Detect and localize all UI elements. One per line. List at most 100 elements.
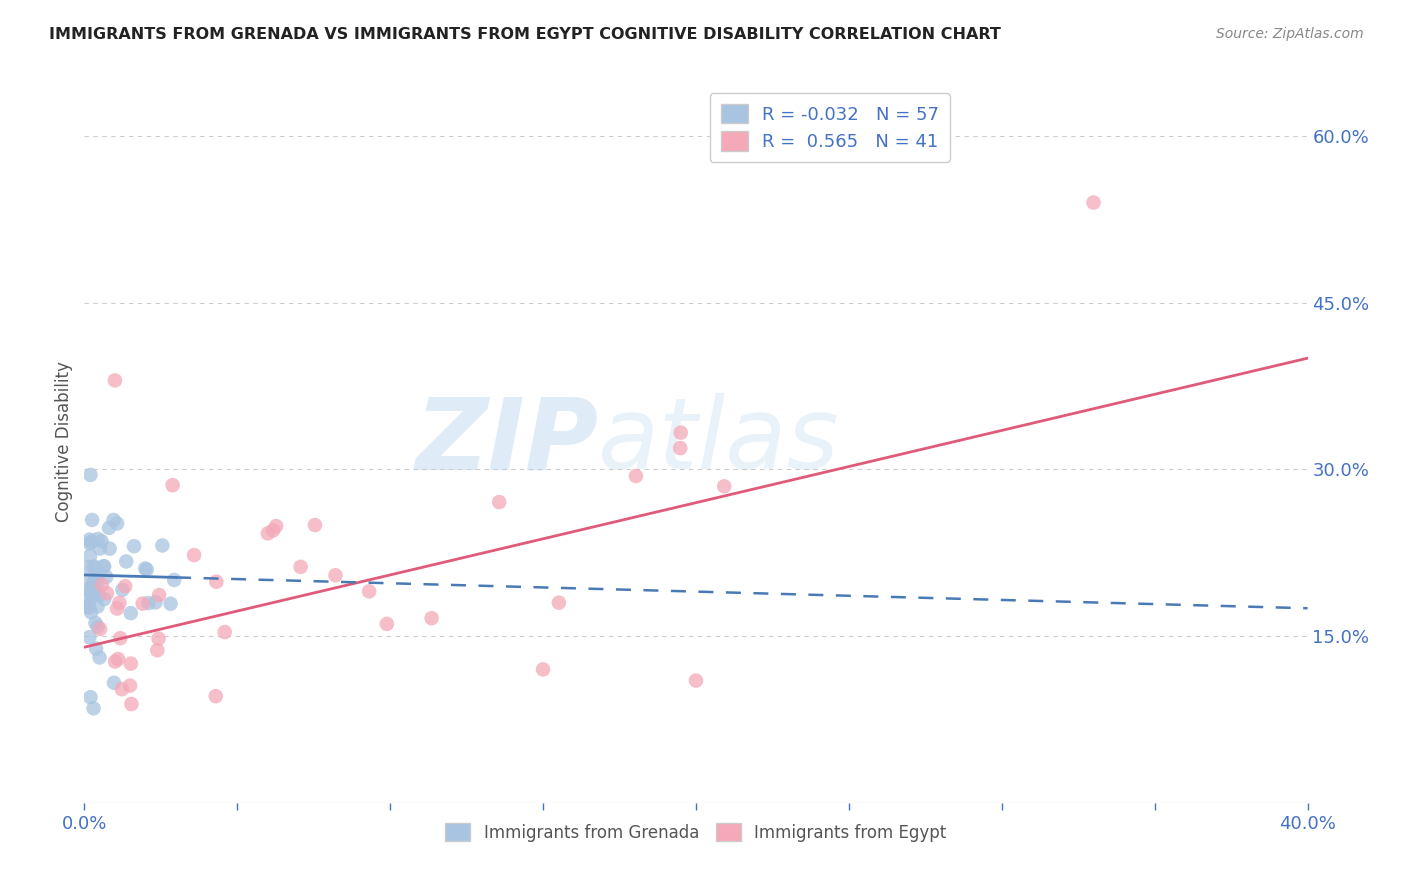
Point bbox=[120, 679, 142, 693]
Point bbox=[135, 563, 157, 577]
Point bbox=[89, 588, 111, 602]
Point bbox=[80, 580, 103, 594]
Point bbox=[120, 657, 142, 671]
Point bbox=[122, 539, 145, 553]
Point bbox=[98, 541, 121, 556]
Point bbox=[108, 596, 131, 610]
Point bbox=[547, 596, 569, 610]
Point bbox=[103, 513, 125, 527]
Point bbox=[420, 611, 443, 625]
Point bbox=[103, 675, 125, 690]
Point bbox=[79, 533, 101, 547]
Point bbox=[87, 532, 110, 546]
Point bbox=[359, 584, 381, 599]
Point bbox=[150, 539, 173, 553]
Point bbox=[1083, 195, 1105, 210]
Text: ZIP: ZIP bbox=[415, 393, 598, 490]
Point bbox=[79, 630, 101, 644]
Text: atlas: atlas bbox=[598, 393, 839, 490]
Point bbox=[488, 495, 510, 509]
Point bbox=[148, 632, 170, 646]
Point bbox=[77, 574, 100, 588]
Point bbox=[83, 588, 105, 602]
Point bbox=[84, 569, 107, 583]
Point bbox=[257, 526, 280, 541]
Point bbox=[262, 524, 284, 538]
Text: IMMIGRANTS FROM GRENADA VS IMMIGRANTS FROM EGYPT COGNITIVE DISABILITY CORRELATIO: IMMIGRANTS FROM GRENADA VS IMMIGRANTS FR… bbox=[49, 27, 1001, 42]
Point bbox=[80, 534, 103, 549]
Point bbox=[86, 599, 108, 614]
Point bbox=[138, 596, 160, 610]
Point bbox=[89, 622, 111, 636]
Point bbox=[80, 606, 103, 620]
Point bbox=[325, 568, 347, 582]
Point bbox=[134, 561, 156, 575]
Point bbox=[83, 559, 105, 574]
Point bbox=[111, 682, 134, 697]
Point bbox=[93, 559, 115, 574]
Point bbox=[624, 469, 647, 483]
Point bbox=[76, 599, 98, 614]
Point bbox=[86, 577, 108, 591]
Point bbox=[84, 641, 107, 656]
Point bbox=[83, 584, 105, 599]
Point bbox=[82, 575, 104, 590]
Point bbox=[89, 541, 111, 556]
Point bbox=[76, 560, 98, 574]
Point bbox=[669, 441, 692, 455]
Point bbox=[84, 615, 107, 630]
Point bbox=[93, 559, 115, 574]
Point bbox=[86, 619, 108, 633]
Point bbox=[304, 518, 326, 533]
Point bbox=[96, 586, 118, 600]
Point bbox=[98, 521, 121, 535]
Point bbox=[162, 478, 184, 492]
Point bbox=[669, 425, 692, 440]
Point bbox=[79, 536, 101, 550]
Point bbox=[90, 534, 112, 549]
Point bbox=[110, 631, 132, 645]
Point bbox=[148, 588, 170, 602]
Point bbox=[290, 559, 312, 574]
Point bbox=[163, 573, 186, 587]
Point bbox=[79, 600, 101, 615]
Y-axis label: Cognitive Disability: Cognitive Disability bbox=[55, 361, 73, 522]
Point bbox=[104, 373, 127, 387]
Point bbox=[79, 467, 101, 482]
Point bbox=[82, 560, 104, 574]
Legend: Immigrants from Grenada, Immigrants from Egypt: Immigrants from Grenada, Immigrants from… bbox=[439, 817, 953, 848]
Point bbox=[79, 584, 101, 599]
Point bbox=[204, 689, 226, 703]
Point bbox=[120, 606, 142, 620]
Point bbox=[146, 643, 169, 657]
Point bbox=[183, 548, 205, 562]
Point bbox=[79, 690, 101, 705]
Point bbox=[77, 598, 100, 612]
Point bbox=[104, 655, 127, 669]
Point bbox=[214, 625, 236, 640]
Point bbox=[131, 597, 153, 611]
Point bbox=[685, 673, 707, 688]
Point bbox=[145, 595, 167, 609]
Point bbox=[105, 516, 128, 531]
Point bbox=[79, 585, 101, 599]
Point bbox=[105, 601, 128, 615]
Point bbox=[96, 570, 118, 584]
Text: Source: ZipAtlas.com: Source: ZipAtlas.com bbox=[1216, 27, 1364, 41]
Point bbox=[111, 582, 134, 597]
Point bbox=[159, 597, 181, 611]
Point bbox=[107, 652, 129, 666]
Point bbox=[713, 479, 735, 493]
Point bbox=[531, 662, 554, 676]
Point bbox=[114, 579, 136, 593]
Point bbox=[87, 566, 110, 581]
Point bbox=[264, 519, 287, 533]
Point bbox=[82, 513, 104, 527]
Point bbox=[83, 701, 105, 715]
Point bbox=[115, 554, 138, 568]
Point bbox=[83, 585, 105, 599]
Point bbox=[79, 549, 101, 563]
Point bbox=[205, 574, 228, 589]
Point bbox=[77, 591, 100, 605]
Point bbox=[90, 578, 112, 592]
